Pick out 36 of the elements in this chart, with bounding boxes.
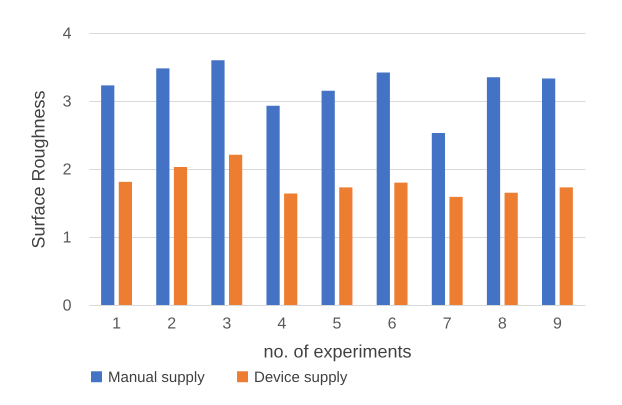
bar: [504, 192, 518, 305]
x-tick-label: 8: [498, 316, 507, 332]
x-tick-label: 4: [277, 316, 286, 332]
bar: [156, 68, 170, 305]
bar: [449, 196, 463, 305]
legend-label: Manual supply: [108, 368, 206, 386]
y-tick-label: 3: [62, 94, 72, 110]
bar: [339, 187, 352, 305]
x-tick-label: 2: [167, 316, 176, 332]
x-tick-label: 1: [112, 316, 122, 332]
bar: [394, 182, 408, 305]
bar: [560, 187, 573, 305]
x-tick-label: 6: [388, 316, 397, 332]
bar: [118, 182, 132, 305]
bar: [486, 77, 500, 305]
bar: [228, 154, 242, 305]
legend-label: Device supply: [254, 368, 348, 386]
y-axis-title: Surface Roughness: [28, 90, 49, 249]
x-tick-label: 9: [552, 316, 562, 332]
x-tick-label: 7: [442, 316, 452, 332]
bar: [542, 78, 556, 305]
bar: [322, 90, 335, 305]
bar: [211, 60, 225, 305]
y-tick-label: 2: [62, 162, 72, 178]
y-tick-label: 0: [62, 298, 72, 314]
bar: [376, 72, 390, 305]
bar: [284, 193, 298, 305]
bar: [101, 85, 114, 305]
bar: [432, 132, 446, 305]
x-axis-title: no. of experiments: [263, 342, 412, 362]
bar: [266, 106, 280, 305]
x-tick-label: 5: [332, 316, 342, 332]
y-tick-label: 1: [62, 230, 72, 246]
x-tick-label: 3: [222, 316, 232, 332]
bar: [174, 166, 188, 305]
y-tick-label: 4: [62, 26, 72, 42]
